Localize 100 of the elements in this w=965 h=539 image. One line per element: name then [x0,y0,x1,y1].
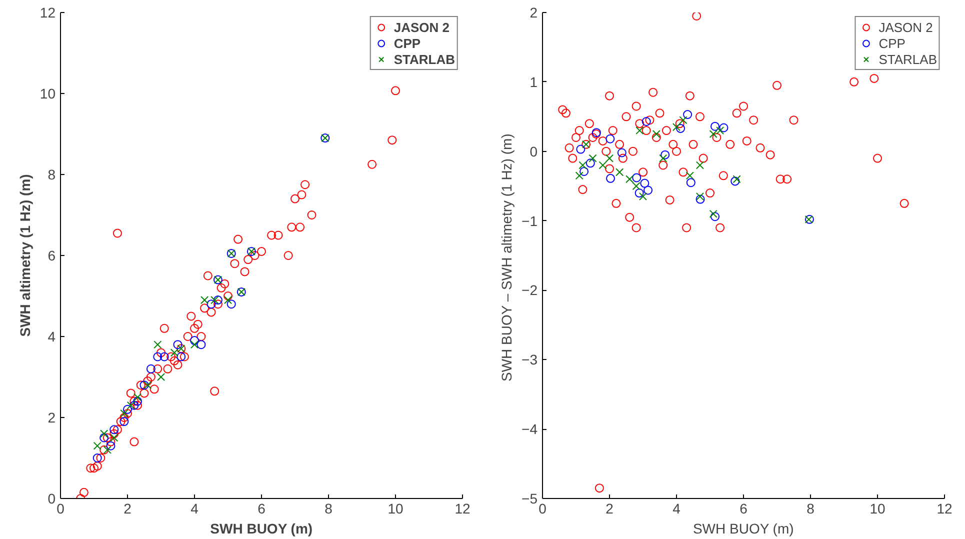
point [190,336,199,346]
point [100,430,108,438]
point [92,454,102,462]
point [683,110,692,120]
point [213,296,222,305]
point [709,210,718,218]
y-tick-label: 6 [48,248,56,264]
point [598,161,607,170]
point [196,340,206,350]
point [616,168,624,176]
point [226,300,236,309]
point [146,364,156,374]
y-axis-title: SWH altimetry (1 Hz) (m) [16,174,33,337]
point [606,174,616,183]
point [110,425,119,434]
y-tick-label: 0 [48,490,56,506]
point [606,134,615,144]
x-axis-title: SWH BUOY (m) [210,520,313,536]
point [173,340,182,350]
y-tick-label: −2 [522,282,538,298]
point [190,340,199,349]
legend-label: JASON 2 [394,19,450,35]
point [176,352,186,362]
point [120,409,128,418]
y-tick-label: −4 [522,421,538,438]
y-tick-label: 4 [48,328,56,344]
point [156,372,166,382]
point [580,167,589,176]
point [154,340,162,349]
point [578,161,587,170]
point [120,417,129,426]
legend-label: CPP [878,35,906,51]
point [652,130,660,138]
point [640,178,650,188]
point [632,182,640,190]
point [672,123,681,132]
point [686,178,696,188]
x-tick-label: 12 [454,500,470,516]
x-tick-label: 4 [190,500,199,516]
point [206,300,216,309]
point [93,442,102,450]
y-tick-label: 10 [40,86,56,102]
point [134,393,142,402]
point [103,446,112,454]
y-tick-label: 2 [530,4,538,20]
x-tick-label: 8 [324,500,333,516]
x-tick-label: 12 [936,500,952,516]
point [719,123,728,132]
point [110,434,118,442]
point [709,130,718,138]
point [634,188,644,198]
point [626,175,634,184]
point [153,352,162,362]
y-tick-label: −5 [522,490,538,506]
legend-label: JASON 2 [878,19,933,35]
point [632,173,642,182]
point [659,154,668,162]
point [660,150,670,160]
point [100,433,109,442]
point [224,296,232,304]
y-tick-label: 8 [48,166,56,182]
point [605,154,614,162]
point [730,176,740,186]
point [588,154,597,162]
point [716,126,724,135]
point [160,352,169,362]
x-tick-label: 6 [258,500,266,516]
point [576,144,586,154]
x-axis-title: SWH BUOY (m) [692,520,794,536]
y-axis-title: SWH BUOY – SWH altimetry (1 Hz) (m) [498,134,515,382]
point [130,400,139,410]
point [710,212,720,222]
point [696,194,705,204]
x-tick-label: 2 [124,500,132,516]
point [676,124,686,133]
y-tick-label: 12 [40,4,56,20]
point [144,381,152,390]
point [106,441,116,450]
point [126,401,135,410]
point [710,122,720,131]
x-tick-label: 10 [388,500,404,516]
point [686,172,694,180]
x-tick-label: 6 [740,500,748,516]
point [642,117,651,126]
point [696,192,704,201]
point [133,396,142,406]
y-tick-label: 2 [48,410,56,426]
point [638,192,648,201]
point [644,186,653,195]
x-tick-label: 10 [870,500,886,516]
y-tick-label: −1 [522,212,538,229]
point [617,148,626,158]
legend-label: CPP [394,35,421,51]
legend-label: STARLAB [394,51,455,67]
y-tick-label: 1 [530,74,538,90]
y-tick-label: −3 [522,352,538,368]
point [170,348,178,357]
point [732,175,741,184]
point [575,172,584,180]
legend-label: STARLAB [878,51,937,67]
